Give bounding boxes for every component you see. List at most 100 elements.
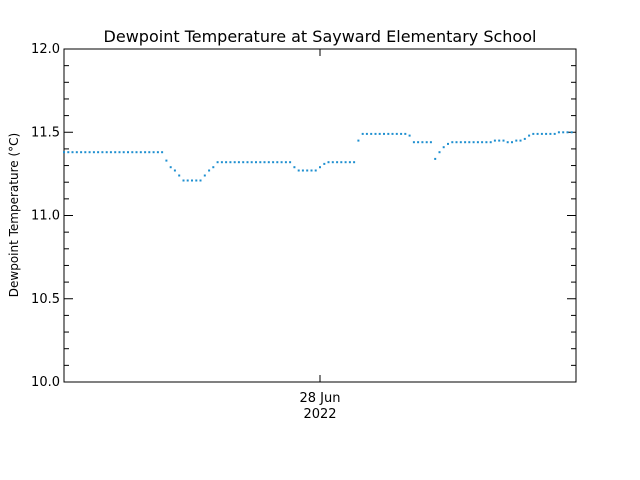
- chart-title: Dewpoint Temperature at Sayward Elementa…: [104, 27, 537, 46]
- data-point: [169, 166, 172, 169]
- data-point: [246, 161, 249, 164]
- data-point: [472, 141, 475, 144]
- data-point: [178, 174, 181, 177]
- data-point: [225, 161, 228, 164]
- data-point: [395, 132, 398, 135]
- data-point: [139, 151, 142, 154]
- data-point: [532, 132, 535, 135]
- data-point: [434, 157, 437, 160]
- data-point: [233, 161, 236, 164]
- data-point: [336, 161, 339, 164]
- data-point: [173, 169, 176, 172]
- data-point: [340, 161, 343, 164]
- data-point: [105, 151, 108, 154]
- data-point: [220, 161, 223, 164]
- x-tick-label-year: 2022: [303, 407, 336, 422]
- data-point: [404, 132, 407, 135]
- y-axis-ticks: 10.0 10.5 11.0 11.5 12.0: [31, 42, 576, 390]
- data-point: [536, 132, 539, 135]
- data-point: [67, 151, 70, 154]
- data-point: [127, 151, 129, 154]
- data-point: [280, 161, 283, 164]
- data-point: [370, 132, 373, 135]
- data-point: [502, 139, 505, 142]
- data-point: [417, 141, 420, 144]
- data-point: [455, 141, 458, 144]
- data-point: [481, 141, 484, 144]
- data-point: [310, 169, 313, 172]
- data-series: [63, 131, 573, 182]
- data-point: [570, 131, 573, 134]
- data-point: [191, 179, 193, 182]
- data-point: [540, 132, 543, 135]
- data-point: [135, 151, 138, 154]
- data-point: [447, 142, 449, 145]
- data-point: [75, 151, 78, 154]
- data-point: [425, 141, 428, 144]
- data-point: [97, 151, 100, 154]
- data-point: [545, 132, 548, 135]
- data-point: [429, 141, 432, 144]
- data-point: [566, 131, 569, 134]
- data-point: [284, 161, 287, 164]
- data-point: [203, 174, 206, 177]
- data-point: [144, 151, 147, 154]
- data-point: [131, 151, 134, 154]
- data-point: [493, 139, 496, 142]
- data-point: [506, 141, 509, 144]
- data-point: [391, 132, 394, 135]
- data-point: [485, 141, 488, 144]
- data-point: [374, 132, 377, 135]
- data-point: [216, 161, 219, 164]
- y-tick-label: 10.5: [31, 292, 60, 307]
- data-point: [387, 132, 390, 135]
- data-point: [421, 141, 424, 144]
- data-point: [267, 161, 270, 164]
- data-point: [297, 169, 300, 172]
- data-point: [511, 141, 513, 144]
- data-point: [182, 179, 185, 182]
- data-point: [451, 141, 454, 144]
- data-point: [323, 162, 326, 165]
- x-tick-label: 28 Jun: [300, 391, 341, 406]
- data-point: [122, 151, 125, 154]
- data-point: [229, 161, 232, 164]
- data-point: [361, 132, 364, 135]
- plot-frame: [63, 48, 577, 383]
- data-point: [412, 141, 415, 144]
- data-point: [442, 146, 445, 149]
- data-point: [327, 161, 330, 164]
- data-point: [114, 151, 117, 154]
- data-point: [118, 151, 121, 154]
- data-point: [557, 131, 560, 134]
- data-point: [109, 151, 112, 154]
- data-point: [408, 134, 411, 137]
- data-point: [80, 151, 83, 154]
- data-point: [498, 139, 501, 142]
- y-tick-label: 11.0: [31, 209, 60, 224]
- data-point: [357, 139, 360, 142]
- data-point: [519, 139, 522, 142]
- data-point: [319, 166, 321, 169]
- y-axis-label: Dewpoint Temperature (°C): [7, 133, 21, 297]
- data-point: [165, 159, 168, 162]
- data-point: [237, 161, 240, 164]
- data-point: [528, 134, 531, 137]
- data-point: [549, 132, 552, 135]
- data-point: [476, 141, 479, 144]
- data-point: [84, 151, 87, 154]
- data-point: [523, 137, 526, 140]
- data-point: [156, 151, 159, 154]
- data-point: [365, 132, 368, 135]
- data-point: [301, 169, 304, 172]
- data-point: [464, 141, 467, 144]
- data-point: [63, 151, 65, 154]
- data-point: [148, 151, 151, 154]
- data-point: [92, 151, 95, 154]
- data-point: [250, 161, 253, 164]
- data-point: [152, 151, 155, 154]
- data-point: [242, 161, 245, 164]
- data-point: [186, 179, 189, 182]
- data-point: [259, 161, 262, 164]
